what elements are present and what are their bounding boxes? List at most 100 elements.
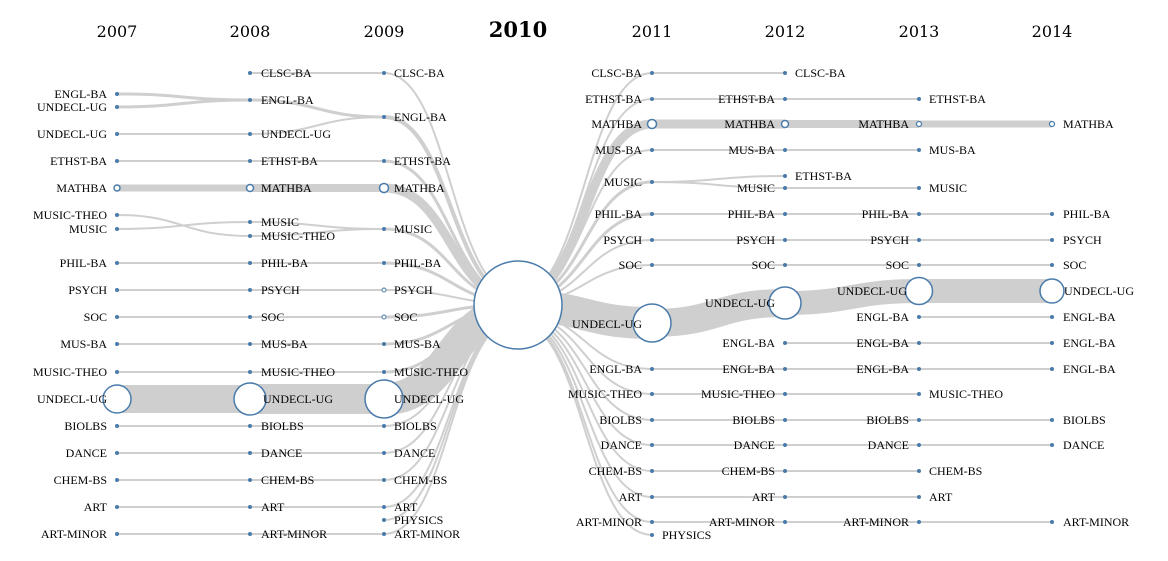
node-2007-psych[interactable] — [115, 288, 119, 292]
node-2007-biolbs[interactable] — [115, 424, 119, 428]
node-2012-music[interactable] — [783, 186, 787, 190]
node-2013-mus-ba[interactable] — [917, 148, 921, 152]
node-2009-biolbs[interactable] — [382, 424, 386, 428]
node-2012-ethst-ba-b[interactable] — [783, 174, 787, 178]
node-2012-mus-ba[interactable] — [783, 148, 787, 152]
node-2011-music-theo[interactable] — [650, 392, 654, 396]
node-2008-clsc-ba[interactable] — [248, 71, 252, 75]
node-2009-dance[interactable] — [382, 451, 386, 455]
node-2009-music[interactable] — [382, 227, 386, 231]
node-2012-psych[interactable] — [783, 238, 787, 242]
node-2014-soc[interactable] — [1050, 263, 1054, 267]
node-2009-psych[interactable] — [381, 287, 387, 293]
node-2011-ethst-ba[interactable] — [650, 97, 654, 101]
node-2011-music[interactable] — [650, 180, 654, 184]
node-2012-engl-ba-b[interactable] — [783, 367, 787, 371]
node-2009-art-minor[interactable] — [382, 532, 386, 536]
node-2008-chem-bs[interactable] — [248, 478, 252, 482]
node-2013-biolbs[interactable] — [917, 418, 921, 422]
node-2009-clsc-ba[interactable] — [382, 71, 386, 75]
node-2009-mathba[interactable] — [378, 182, 390, 194]
node-2013-soc[interactable] — [917, 263, 921, 267]
node-2008-undecl-ug[interactable] — [248, 132, 252, 136]
node-2014-biolbs[interactable] — [1050, 418, 1054, 422]
node-2007-ethst-ba[interactable] — [115, 159, 119, 163]
node-2012-music-theo[interactable] — [783, 392, 787, 396]
node-2011-physics[interactable] — [650, 533, 654, 537]
node-2014-engl-ba-b[interactable] — [1050, 341, 1054, 345]
node-2013-engl-ba[interactable] — [917, 315, 921, 319]
node-2007-phil-ba[interactable] — [115, 261, 119, 265]
node-2011-soc[interactable] — [650, 263, 654, 267]
node-2014-undecl-ug[interactable] — [1039, 278, 1065, 304]
node-2007-dance[interactable] — [115, 451, 119, 455]
node-2011-psych[interactable] — [650, 238, 654, 242]
node-2012-mathba[interactable] — [780, 119, 790, 129]
node-2013-music-theo[interactable] — [917, 392, 921, 396]
node-2013-psych[interactable] — [917, 238, 921, 242]
node-2013-art-minor[interactable] — [917, 520, 921, 524]
node-2008-engl-ba[interactable] — [248, 98, 252, 102]
node-2009-chem-bs[interactable] — [382, 478, 386, 482]
node-2013-engl-ba-b[interactable] — [917, 341, 921, 345]
node-2013-undecl-ug[interactable] — [904, 276, 934, 306]
node-2014-engl-ba[interactable] — [1050, 315, 1054, 319]
node-2010-center[interactable] — [473, 260, 563, 350]
node-2011-undecl-ug[interactable] — [632, 303, 672, 343]
node-2013-dance[interactable] — [917, 443, 921, 447]
node-2008-art-minor[interactable] — [248, 532, 252, 536]
node-2009-art[interactable] — [382, 505, 386, 509]
node-2011-art[interactable] — [650, 495, 654, 499]
node-2012-phil-ba[interactable] — [783, 212, 787, 216]
node-2008-biolbs[interactable] — [248, 424, 252, 428]
node-2009-undecl-ug[interactable] — [364, 379, 404, 419]
node-2009-physics[interactable] — [382, 518, 386, 522]
node-2007-undecl-ug-a[interactable] — [115, 105, 119, 109]
node-2008-music-theo[interactable] — [248, 234, 252, 238]
node-2009-soc[interactable] — [381, 314, 387, 320]
node-2011-phil-ba[interactable] — [650, 212, 654, 216]
node-2011-art-minor[interactable] — [650, 520, 654, 524]
node-2008-mus-ba[interactable] — [248, 342, 252, 346]
node-2008-music[interactable] — [248, 220, 252, 224]
node-2008-soc[interactable] — [248, 315, 252, 319]
node-2011-engl-ba[interactable] — [650, 367, 654, 371]
node-2014-engl-ba-c[interactable] — [1050, 367, 1054, 371]
node-2012-soc[interactable] — [783, 263, 787, 267]
node-2012-undecl-ug[interactable] — [768, 286, 802, 320]
node-2012-chem-bs[interactable] — [783, 469, 787, 473]
node-2012-ethst-ba[interactable] — [783, 97, 787, 101]
node-2008-dance[interactable] — [248, 451, 252, 455]
node-2007-music[interactable] — [115, 227, 119, 231]
node-2007-chem-bs[interactable] — [115, 478, 119, 482]
node-2013-ethst-ba[interactable] — [917, 97, 921, 101]
node-2012-dance[interactable] — [783, 443, 787, 447]
node-2008-phil-ba[interactable] — [248, 261, 252, 265]
node-2014-psych[interactable] — [1050, 238, 1054, 242]
node-2008-ethst-ba[interactable] — [248, 159, 252, 163]
node-2012-art-minor[interactable] — [783, 520, 787, 524]
node-2007-mathba[interactable] — [113, 184, 121, 192]
node-2011-dance[interactable] — [650, 443, 654, 447]
node-2013-music[interactable] — [917, 186, 921, 190]
node-2008-mathba[interactable] — [245, 183, 255, 193]
node-2007-undecl-ug-c[interactable] — [102, 384, 132, 414]
node-2007-music-theo[interactable] — [115, 213, 119, 217]
node-2012-engl-ba[interactable] — [783, 341, 787, 345]
node-2008-psych[interactable] — [248, 288, 252, 292]
node-2011-mus-ba[interactable] — [650, 148, 654, 152]
node-2012-biolbs[interactable] — [783, 418, 787, 422]
node-2009-phil-ba[interactable] — [382, 261, 386, 265]
node-2013-phil-ba[interactable] — [917, 212, 921, 216]
node-2014-mathba[interactable] — [1048, 120, 1056, 128]
node-2008-art[interactable] — [248, 505, 252, 509]
node-2007-mus-ba[interactable] — [115, 342, 119, 346]
node-2012-art[interactable] — [783, 495, 787, 499]
node-2007-soc[interactable] — [115, 315, 119, 319]
node-2007-engl-ba[interactable] — [115, 92, 119, 96]
node-2007-undecl-ug-b[interactable] — [115, 132, 119, 136]
node-2011-clsc-ba[interactable] — [650, 71, 654, 75]
node-2013-engl-ba-c[interactable] — [917, 367, 921, 371]
node-2014-dance[interactable] — [1050, 443, 1054, 447]
node-2008-music-theo-b[interactable] — [248, 370, 252, 374]
